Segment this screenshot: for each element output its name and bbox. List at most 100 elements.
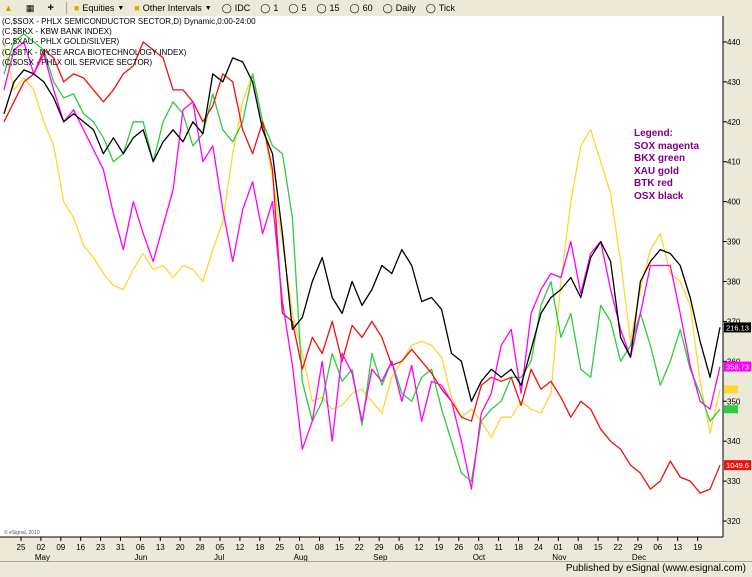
interval-5-label: 5: [301, 3, 307, 13]
folder-icon: ■: [73, 2, 80, 13]
interval-60-button[interactable]: ◯ 60: [346, 0, 377, 16]
x-tick-label: 28: [196, 543, 205, 552]
x-tick-label: 23: [96, 543, 105, 552]
x-tick-label: 12: [235, 543, 244, 552]
price-tags: 216.13 358.73 1049.6: [724, 322, 751, 471]
chevron-down-icon: ▼: [117, 4, 125, 12]
equities-label: Equities: [82, 3, 115, 13]
x-tick-label: 25: [17, 543, 26, 552]
plus-icon: +: [47, 1, 54, 14]
month-label: Sep: [373, 553, 388, 561]
idc-button[interactable]: ◯ IDC: [218, 0, 255, 16]
x-axis: 25 02 09 16 23 31 06 13 20 28 05 12 18 25 01 08 15 22 29 06…: [17, 537, 703, 561]
x-tick-label: 25: [275, 543, 284, 552]
x-tick-label: 12: [415, 543, 424, 552]
folder-icon: ■: [134, 2, 140, 13]
folder-icon: ▲: [4, 2, 13, 13]
x-tick-label: 08: [574, 543, 583, 552]
open-folder-button[interactable]: ▲: [0, 0, 20, 16]
x-tick-label: 06: [136, 543, 145, 552]
x-tick-label: 09: [56, 543, 65, 552]
header-sox: (C,$SOX - PHLX SEMICONDUCTOR SECTOR,D) D…: [2, 17, 256, 26]
y-axis-panel: [723, 16, 752, 561]
y-tick-label: 440: [727, 38, 741, 47]
series-layer: [3, 33, 721, 494]
x-tick-label: 01: [554, 543, 563, 552]
chevron-down-icon: ▼: [204, 4, 212, 12]
legend-entry-btk: BTK red: [634, 178, 673, 190]
x-tick-label: 31: [116, 543, 125, 552]
legend-entry-sox: SOX magenta: [634, 140, 700, 152]
x-tick-label: 24: [534, 543, 543, 552]
add-button[interactable]: +: [43, 0, 60, 16]
y-tick-label: 370: [727, 317, 741, 326]
grid-button[interactable]: ▦: [22, 0, 42, 16]
x-tick-label: 18: [255, 543, 264, 552]
y-tick-label: 430: [727, 78, 741, 87]
x-tick-label: 01: [295, 543, 304, 552]
month-label: Dec: [632, 553, 646, 561]
x-tick-label: 29: [375, 543, 384, 552]
price-tag-label: 216.13: [726, 323, 749, 332]
series-line-osx: [3, 57, 721, 402]
x-tick-label: 26: [454, 543, 463, 552]
month-label: Jul: [214, 553, 224, 561]
price-marker-xau: [724, 385, 738, 394]
x-tick-label: 20: [176, 543, 185, 552]
toolbar-separator: [65, 2, 67, 14]
daily-button[interactable]: ◯ Daily: [379, 0, 420, 16]
y-tick-label: 400: [727, 198, 741, 207]
month-label: Jun: [134, 553, 147, 561]
interval-5-button[interactable]: ◯ 5: [284, 0, 310, 16]
series-line-btk: [3, 41, 721, 494]
tick-button[interactable]: ◯ Tick: [422, 0, 459, 16]
y-tick-label: 380: [727, 277, 741, 286]
publisher-credit: Published by eSignal (www.esignal.com): [565, 563, 746, 574]
header-xau: (C,$XAU - PHLX GOLD/SILVER): [2, 37, 120, 47]
month-label: May: [35, 553, 50, 561]
y-tick-label: 340: [727, 437, 741, 446]
tick-label: Tick: [438, 3, 455, 13]
y-tick-label: 420: [727, 118, 741, 127]
x-tick-label: 03: [474, 543, 483, 552]
price-tag-label: 358.73: [726, 363, 749, 372]
clock-icon: ◯: [425, 2, 436, 13]
y-tick-label: 320: [727, 517, 741, 526]
interval-15-label: 15: [329, 3, 340, 13]
other-intervals-label: Other Intervals: [142, 3, 202, 13]
x-tick-label: 08: [315, 543, 324, 552]
x-tick-label: 02: [36, 543, 45, 552]
other-intervals-dropdown[interactable]: ■ Other Intervals ▼: [130, 0, 215, 16]
legend-title: Legend:: [634, 128, 673, 139]
header-bkx: (C,$BKX - KBW BANK INDEX): [2, 27, 112, 37]
x-tick-label: 29: [633, 543, 642, 552]
x-tick-label: 19: [434, 543, 443, 552]
x-tick-label: 13: [673, 543, 682, 552]
clock-icon: ◯: [260, 2, 271, 13]
grid-icon: ▦: [25, 2, 35, 13]
x-tick-label: 06: [653, 543, 662, 552]
interval-1-button[interactable]: ◯ 1: [256, 0, 282, 16]
clock-icon: ◯: [316, 2, 327, 13]
x-tick-label: 11: [494, 543, 503, 552]
interval-60-label: 60: [362, 3, 373, 13]
clock-icon: ◯: [288, 2, 299, 13]
price-tag-label: 1049.6: [726, 461, 749, 470]
idc-label: IDC: [234, 3, 251, 13]
clock-icon: ◯: [349, 2, 360, 13]
series-headers: (C,$SOX - PHLX SEMICONDUCTOR SECTOR,D) D…: [2, 17, 256, 68]
legend-entry-osx: OSX black: [634, 190, 684, 202]
series-line-xau: [3, 41, 721, 438]
x-tick-label: 15: [335, 543, 344, 552]
y-tick-label: 330: [727, 477, 741, 486]
legend: Legend: SOX magenta BKX green XAU gold B…: [634, 128, 699, 204]
equities-dropdown[interactable]: ■ Equities ▼: [70, 0, 128, 16]
y-tick-label: 410: [727, 158, 741, 167]
y-tick-label: 350: [727, 397, 741, 406]
legend-entry-bkx: BKX green: [634, 153, 686, 165]
footer: Published by eSignal (www.esignal.com): [0, 561, 752, 577]
interval-1-label: 1: [273, 3, 279, 13]
chart[interactable]: 320330340350360370380390400410420430440 …: [0, 16, 752, 561]
interval-15-button[interactable]: ◯ 15: [312, 0, 343, 16]
month-label: Oct: [473, 553, 486, 561]
